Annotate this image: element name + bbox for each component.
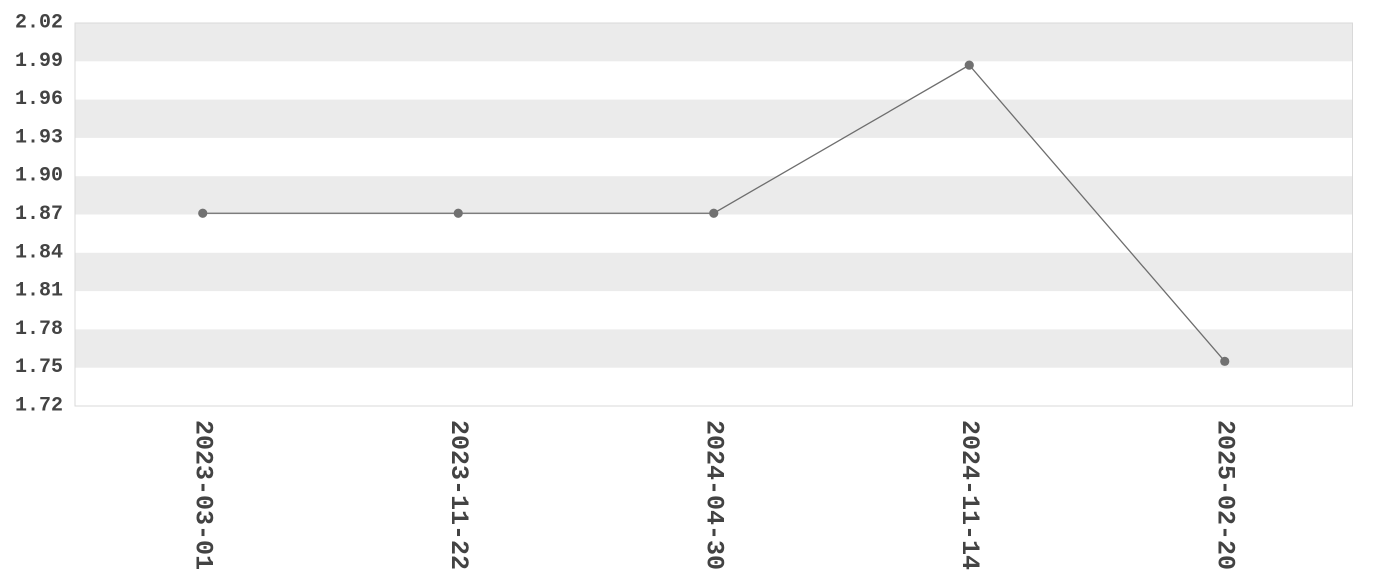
svg-text:2023-11-22: 2023-11-22	[444, 420, 473, 570]
svg-text:2024-04-30: 2024-04-30	[699, 420, 728, 570]
svg-text:1.99: 1.99	[15, 50, 63, 73]
svg-text:1.81: 1.81	[15, 280, 63, 303]
svg-text:1.90: 1.90	[15, 165, 63, 188]
svg-text:2025-02-20: 2025-02-20	[1210, 420, 1239, 570]
svg-text:1.72: 1.72	[15, 395, 63, 418]
svg-text:1.96: 1.96	[15, 88, 63, 111]
svg-text:2024-11-14: 2024-11-14	[955, 420, 984, 570]
svg-text:1.87: 1.87	[15, 203, 63, 226]
svg-text:2.02: 2.02	[15, 12, 63, 35]
svg-text:1.78: 1.78	[15, 318, 63, 341]
svg-text:1.75: 1.75	[15, 356, 63, 379]
svg-text:1.84: 1.84	[15, 241, 63, 264]
svg-text:2023-03-01: 2023-03-01	[188, 420, 217, 570]
svg-text:1.93: 1.93	[15, 126, 63, 149]
